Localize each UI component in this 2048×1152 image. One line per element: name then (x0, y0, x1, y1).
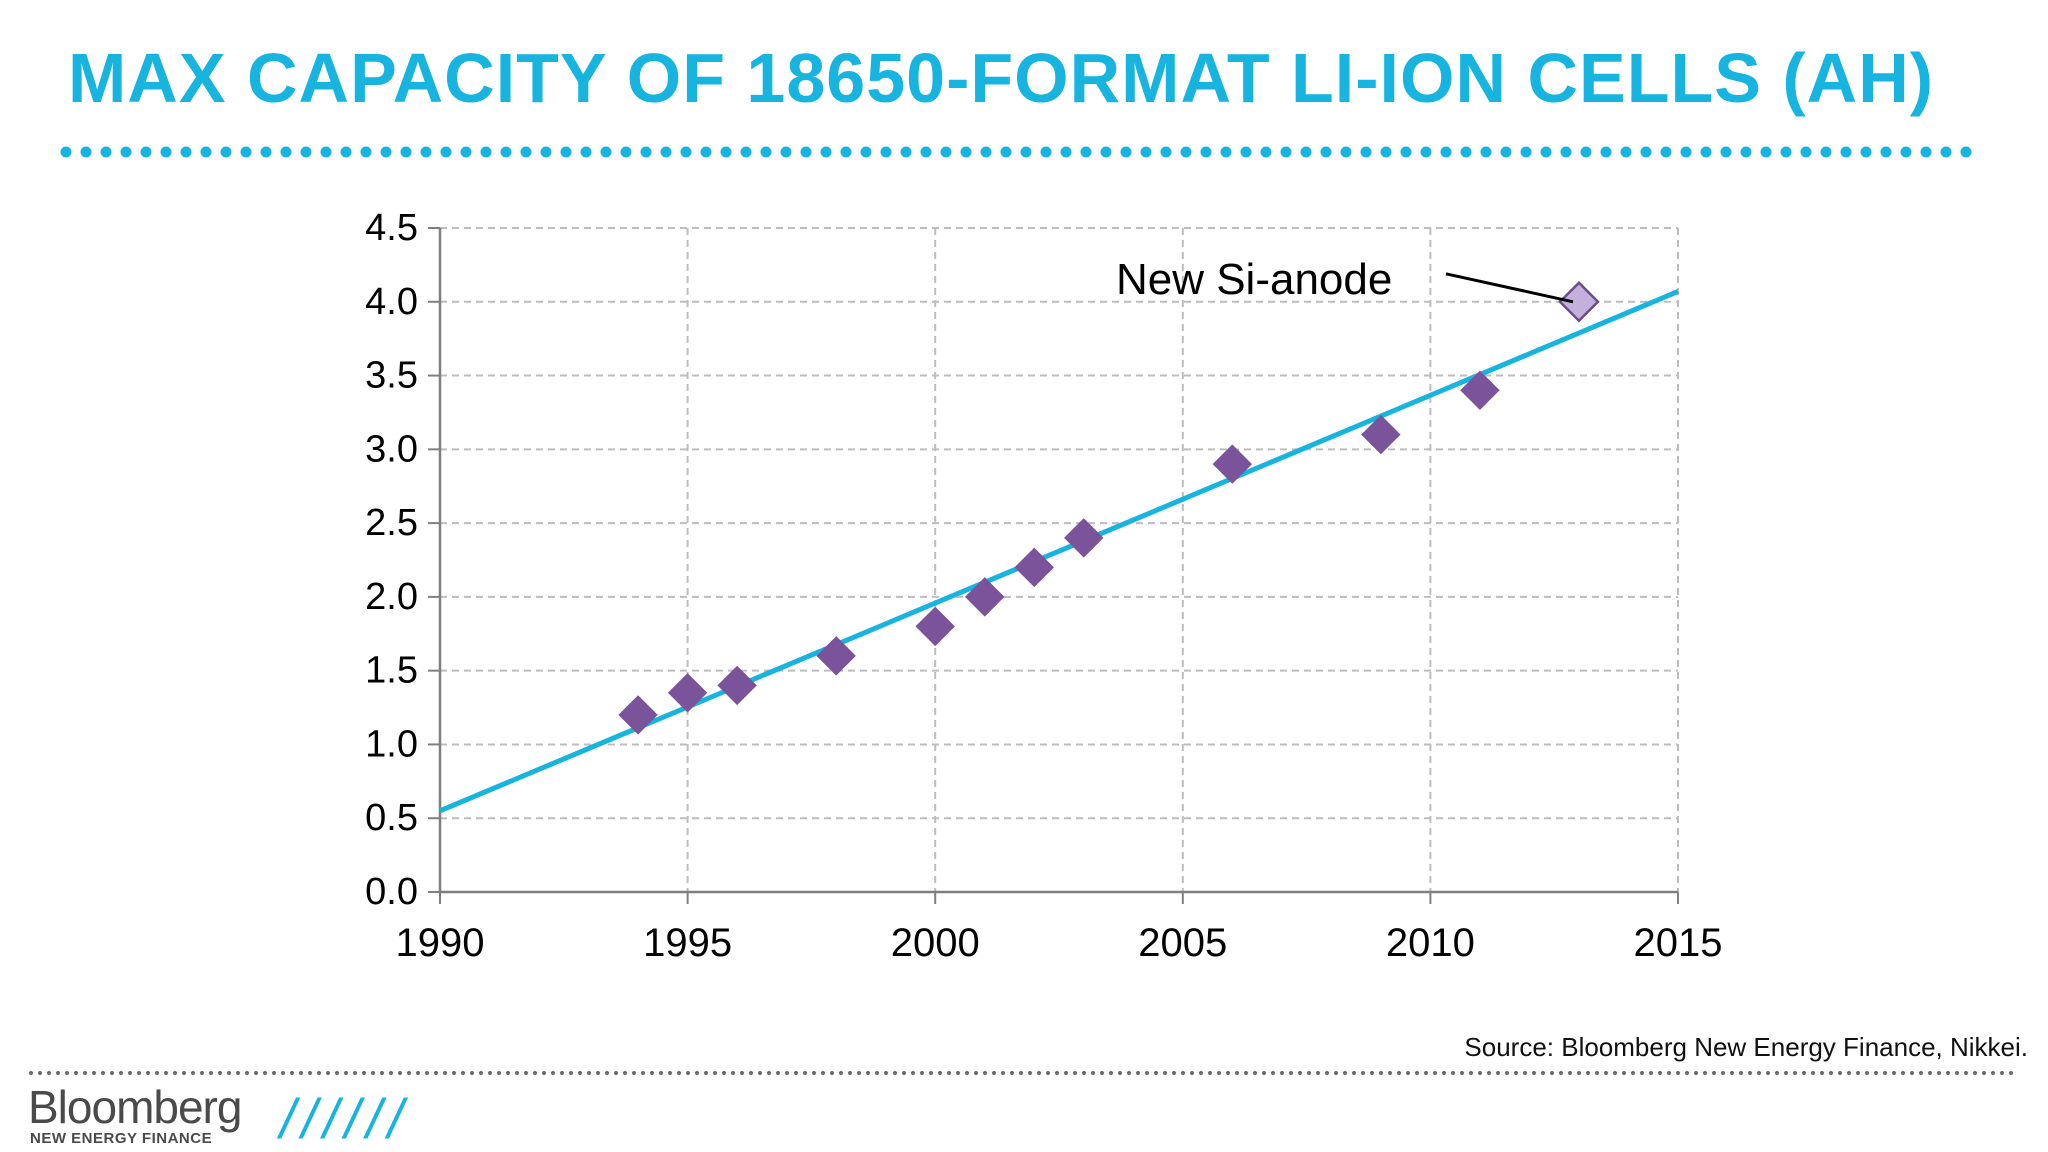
data-point (816, 636, 856, 676)
y-tick-label: 0.5 (365, 797, 418, 839)
data-point (618, 695, 658, 735)
y-tick-label: 2.0 (365, 576, 418, 618)
data-point (965, 577, 1005, 617)
data-points (618, 281, 1600, 735)
x-tick-label: 1995 (643, 921, 732, 965)
data-point (1014, 547, 1054, 588)
source-note: Source: Bloomberg New Energy Finance, Ni… (1464, 1032, 2028, 1062)
data-point-highlight (1558, 281, 1600, 323)
y-tick-label: 1.0 (365, 723, 418, 765)
y-tick-label: 4.5 (365, 207, 418, 249)
data-point (1460, 370, 1500, 411)
data-point (717, 665, 757, 706)
y-tick-label: 0.0 (365, 871, 418, 913)
y-tick-label: 2.5 (365, 502, 418, 544)
logo-wordmark: Bloomberg (28, 1081, 242, 1133)
bloomberg-logo: Bloomberg NEW ENERGY FINANCE (28, 1080, 268, 1150)
decorative-slashes: ////// (280, 1087, 410, 1150)
y-tick-label: 1.5 (365, 650, 418, 692)
data-point (1064, 518, 1104, 558)
trend-line-group (439, 289, 1679, 814)
logo-subtitle: NEW ENERGY FINANCE (30, 1130, 213, 1147)
x-tick-label: 2005 (1138, 921, 1227, 965)
data-point (667, 673, 708, 713)
y-tick-label: 4.0 (365, 281, 418, 323)
x-tick-label: 2015 (1634, 921, 1723, 965)
x-tick-label: 1990 (396, 921, 485, 965)
title-dotted-divider (60, 146, 1985, 158)
y-tick-label: 3.5 (365, 355, 418, 397)
grid-lines (440, 227, 1679, 892)
data-point (1212, 444, 1253, 484)
trend-line (439, 289, 1679, 814)
axes: 0.0 0.5 1.0 1.5 2.0 2.5 3.0 3.5 4.0 4.5 1990 1995 20… (365, 207, 1722, 965)
data-point (915, 606, 955, 647)
y-tick-label: 3.0 (365, 428, 418, 470)
x-tick-label: 2000 (891, 921, 980, 965)
annotations: New Si-anode (1116, 255, 1574, 304)
data-point (1361, 414, 1401, 455)
annotation-leader-line (1445, 272, 1574, 304)
page-title: MAX CAPACITY OF 18650-FORMAT LI-ION CELL… (68, 39, 1935, 117)
x-tick-label: 2010 (1386, 921, 1475, 965)
footer-dotted-divider (29, 1071, 2022, 1075)
annotation-label: New Si-anode (1116, 255, 1392, 304)
